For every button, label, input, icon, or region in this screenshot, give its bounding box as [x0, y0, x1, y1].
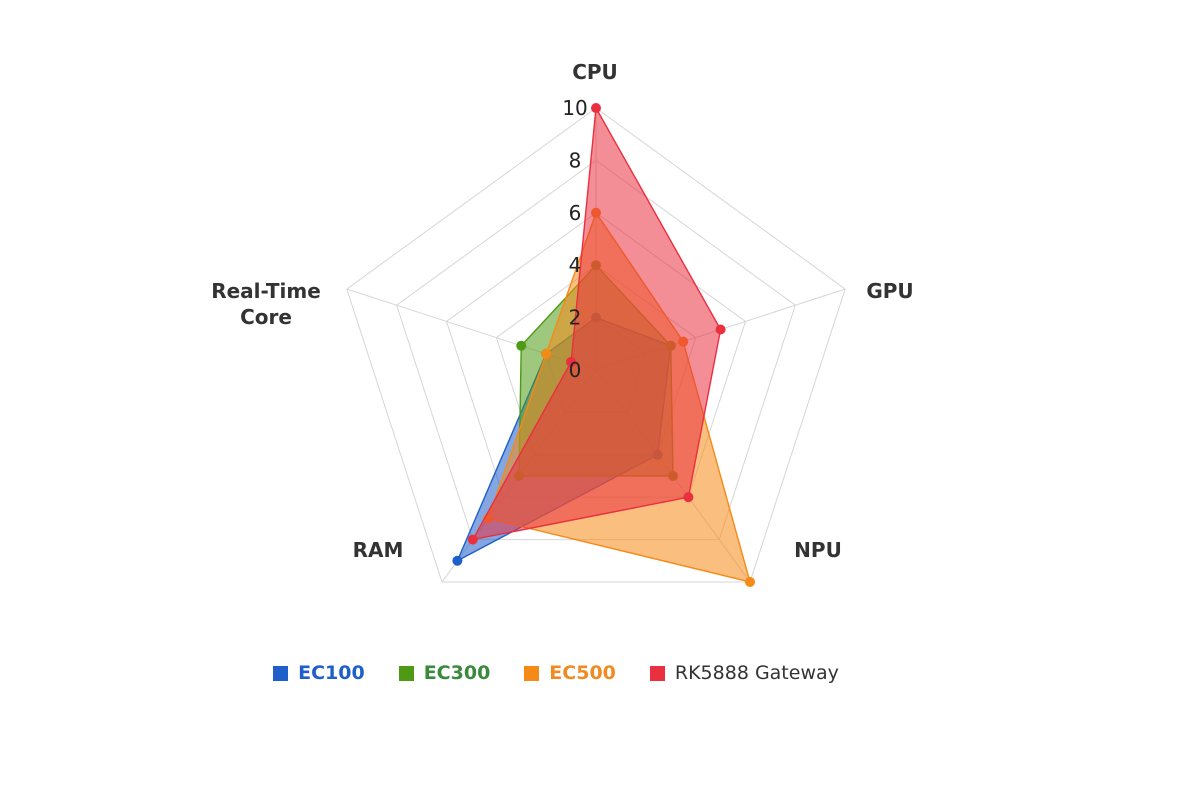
axis-label: Real-Time Core: [211, 279, 321, 329]
tick-label: 2: [569, 306, 582, 330]
tick-labels: 0 2 4 6 8 10: [562, 96, 587, 382]
legend-label: RK5888 Gateway: [674, 662, 839, 684]
data-point: [566, 356, 577, 367]
legend-label: EC500: [549, 662, 616, 684]
legend-swatch: [273, 665, 289, 681]
data-point: [541, 348, 552, 359]
axis-labels: CPU GPU NPU RAM Real-Time Core: [211, 60, 913, 562]
data-point: [467, 534, 478, 545]
legend-swatch: [398, 665, 414, 681]
data-point: [452, 555, 463, 566]
data-point: [715, 324, 726, 335]
tick-label: 8: [569, 148, 582, 172]
legend-swatch: [524, 665, 540, 681]
grid-ring: [346, 107, 846, 583]
legend-item[interactable]: EC100: [273, 662, 365, 684]
data-point: [591, 103, 601, 113]
series-area: [472, 107, 722, 541]
legend-swatch: [649, 665, 665, 681]
axis-label: CPU: [572, 60, 618, 84]
axis-label: GPU: [866, 279, 913, 303]
legend-item[interactable]: RK5888 Gateway: [649, 662, 839, 684]
axis-label: RAM: [353, 538, 404, 562]
tick-label: 10: [562, 96, 587, 120]
series-layer: [452, 103, 755, 587]
series-rk5888-gateway: [467, 103, 726, 545]
tick-label: 0: [569, 358, 582, 382]
data-point: [683, 492, 694, 503]
axis-label: NPU: [794, 538, 842, 562]
tick-label: 4: [569, 253, 582, 277]
legend-item[interactable]: EC300: [398, 662, 491, 684]
legend-label: EC300: [423, 662, 491, 684]
legend-item[interactable]: EC500: [524, 662, 616, 684]
legend-label: EC100: [298, 662, 365, 684]
legend: EC100 EC300 EC500 RK5888 Gateway: [0, 662, 1112, 684]
data-point: [516, 340, 527, 351]
data-point: [744, 576, 755, 587]
tick-label: 6: [569, 201, 582, 225]
